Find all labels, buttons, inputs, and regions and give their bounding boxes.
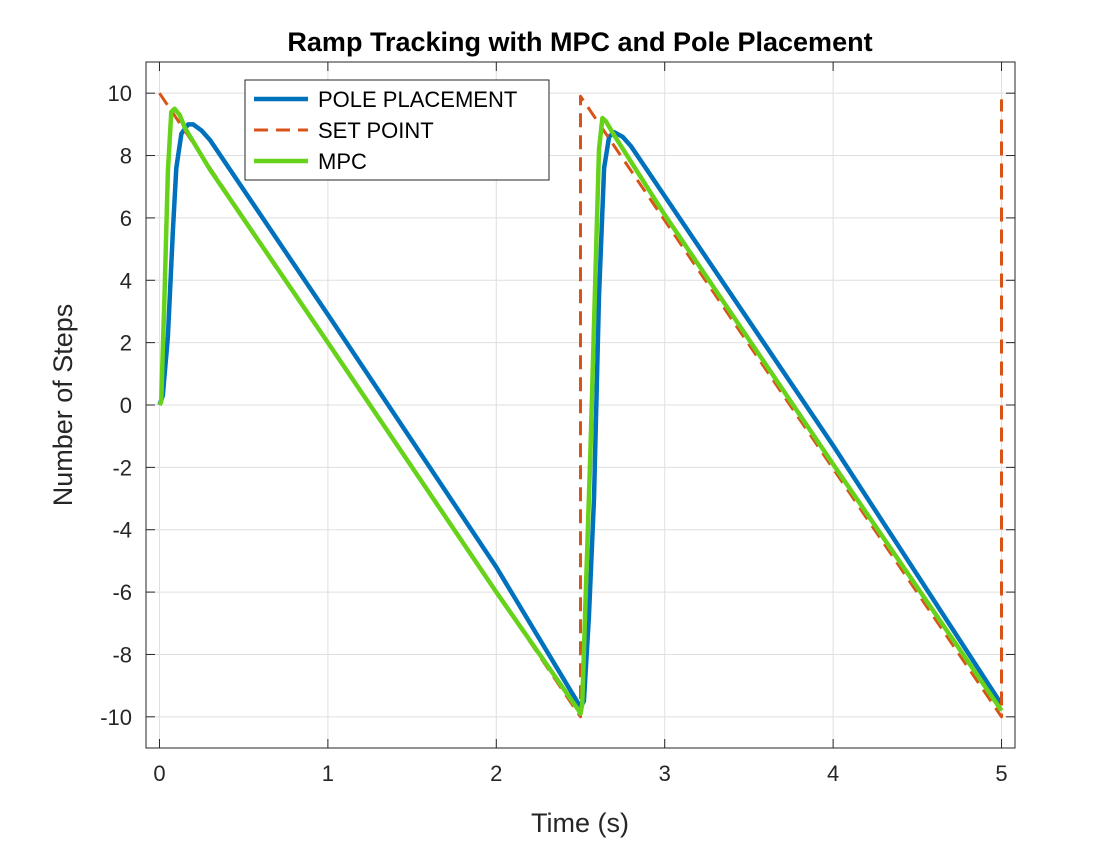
y-tick-label: -6 xyxy=(112,580,132,605)
tick-labels: 0 1 2 3 4 5 -10 -8 -6 -4 -2 0 2 4 6 8 10 xyxy=(100,81,1007,786)
x-tick-label: 1 xyxy=(322,761,334,786)
y-tick-label: 0 xyxy=(120,393,132,418)
x-tick-label: 3 xyxy=(659,761,671,786)
y-tick-label: 2 xyxy=(120,331,132,356)
y-axis-label: Number of Steps xyxy=(48,304,78,507)
legend-label: SET POINT xyxy=(318,118,434,143)
y-tick-label: 10 xyxy=(108,81,132,106)
legend: POLE PLACEMENT SET POINT MPC xyxy=(244,79,550,181)
x-axis-label: Time (s) xyxy=(531,808,629,838)
chart-title: Ramp Tracking with MPC and Pole Placemen… xyxy=(287,27,872,57)
y-tick-label: 4 xyxy=(120,268,132,293)
series-line-set-point xyxy=(158,92,1003,719)
x-tick-label: 2 xyxy=(490,761,502,786)
y-tick-label: 8 xyxy=(120,144,132,169)
y-tick-label: -2 xyxy=(112,455,132,480)
legend-label: MPC xyxy=(318,149,367,174)
y-tick-label: -10 xyxy=(100,705,132,730)
x-tick-label: 5 xyxy=(995,761,1007,786)
x-tick-label: 4 xyxy=(827,761,839,786)
axes xyxy=(145,61,1016,749)
y-tick-label: -8 xyxy=(112,642,132,667)
x-tick-label: 0 xyxy=(153,761,165,786)
legend-label: POLE PLACEMENT xyxy=(318,87,517,112)
series-line-mpc xyxy=(157,106,1004,716)
y-tick-label: -4 xyxy=(112,518,132,543)
y-tick-label: 6 xyxy=(120,206,132,231)
plot-lines xyxy=(157,92,1004,719)
